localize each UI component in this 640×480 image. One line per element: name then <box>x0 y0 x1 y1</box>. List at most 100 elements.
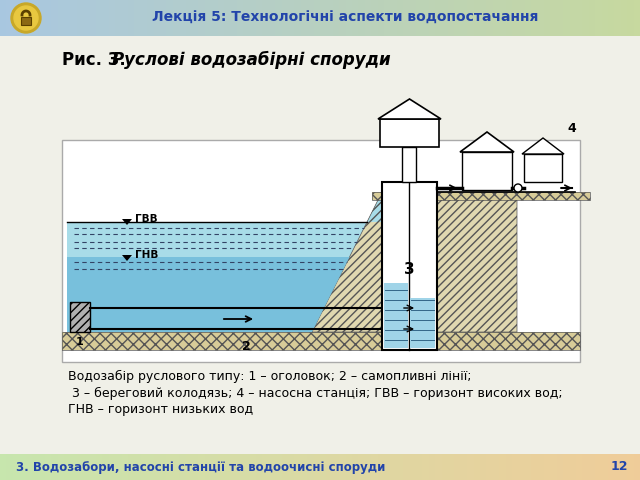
Bar <box>13 454 20 480</box>
Bar <box>608 454 615 480</box>
Bar <box>499 0 506 36</box>
Bar <box>70 302 90 332</box>
Bar <box>186 454 193 480</box>
Bar <box>198 0 205 36</box>
Bar <box>621 0 628 36</box>
Bar <box>365 0 372 36</box>
Bar <box>634 454 640 480</box>
Bar <box>282 0 289 36</box>
Bar <box>378 0 385 36</box>
Bar <box>550 454 557 480</box>
Bar <box>390 0 397 36</box>
Bar <box>109 0 116 36</box>
Polygon shape <box>378 99 441 119</box>
Text: 3. Водозабори, насосні станції та водоочисні споруди: 3. Водозабори, насосні станції та водооч… <box>16 460 385 473</box>
Bar <box>403 454 410 480</box>
Bar <box>557 454 564 480</box>
Text: ГНВ – горизонт низьких вод: ГНВ – горизонт низьких вод <box>68 404 253 417</box>
Bar <box>262 454 269 480</box>
Bar <box>506 0 513 36</box>
Bar <box>525 454 532 480</box>
Bar <box>38 454 45 480</box>
Bar <box>442 0 449 36</box>
Text: Водозабір руслового типу: 1 – оголовок; 2 – самопливні лінії;: Водозабір руслового типу: 1 – оголовок; … <box>68 370 472 383</box>
Bar <box>454 0 461 36</box>
Bar <box>96 0 103 36</box>
Bar <box>198 454 205 480</box>
Bar <box>627 454 634 480</box>
Text: 12: 12 <box>611 460 628 473</box>
Bar <box>380 119 439 147</box>
Polygon shape <box>460 132 514 152</box>
Bar <box>352 454 359 480</box>
Bar <box>32 454 39 480</box>
Bar <box>474 454 481 480</box>
Bar <box>602 454 609 480</box>
Bar <box>621 454 628 480</box>
Bar <box>288 454 295 480</box>
Bar <box>538 454 545 480</box>
Bar <box>275 0 282 36</box>
Bar <box>51 454 58 480</box>
Bar <box>64 0 71 36</box>
Bar <box>589 0 596 36</box>
Bar <box>62 140 580 362</box>
Bar <box>314 454 321 480</box>
Bar <box>128 0 135 36</box>
Bar <box>422 0 429 36</box>
Bar <box>352 0 359 36</box>
Bar <box>269 0 276 36</box>
Bar <box>147 454 154 480</box>
Bar <box>358 454 365 480</box>
Bar <box>243 0 250 36</box>
Text: 3 – береговий колодязь; 4 – насосна станція; ГВВ – горизонт високих вод;: 3 – береговий колодязь; 4 – насосна стан… <box>68 386 563 399</box>
Bar <box>422 454 429 480</box>
Bar <box>474 0 481 36</box>
Bar <box>499 454 506 480</box>
Bar <box>557 0 564 36</box>
Bar <box>410 454 417 480</box>
Bar <box>397 0 404 36</box>
Bar <box>384 454 391 480</box>
Bar <box>154 0 161 36</box>
Bar <box>544 454 551 480</box>
Bar <box>6 0 13 36</box>
Bar <box>77 454 84 480</box>
Bar <box>518 0 525 36</box>
Bar <box>448 0 455 36</box>
Bar <box>326 0 333 36</box>
Bar <box>371 0 378 36</box>
Polygon shape <box>122 255 132 261</box>
Bar <box>122 454 129 480</box>
Bar <box>512 0 519 36</box>
Bar <box>224 454 231 480</box>
Bar <box>173 454 180 480</box>
Bar <box>179 454 186 480</box>
Bar <box>570 0 577 36</box>
Text: 2: 2 <box>242 340 250 353</box>
Bar <box>582 0 589 36</box>
Bar <box>64 454 71 480</box>
Bar <box>410 298 435 348</box>
Text: 3: 3 <box>404 263 415 277</box>
Bar <box>378 454 385 480</box>
Bar <box>365 454 372 480</box>
Bar <box>154 454 161 480</box>
Bar <box>160 0 167 36</box>
Bar <box>301 0 308 36</box>
Bar <box>109 454 116 480</box>
Bar <box>402 147 416 182</box>
Bar <box>237 0 244 36</box>
Bar <box>493 454 500 480</box>
Bar <box>442 454 449 480</box>
Bar <box>435 0 442 36</box>
Bar <box>461 454 468 480</box>
Bar <box>262 0 269 36</box>
Bar <box>58 454 65 480</box>
Bar <box>307 454 314 480</box>
Bar <box>282 454 289 480</box>
Bar <box>230 0 237 36</box>
Bar <box>339 0 346 36</box>
Text: 4: 4 <box>567 122 576 135</box>
Bar <box>173 0 180 36</box>
